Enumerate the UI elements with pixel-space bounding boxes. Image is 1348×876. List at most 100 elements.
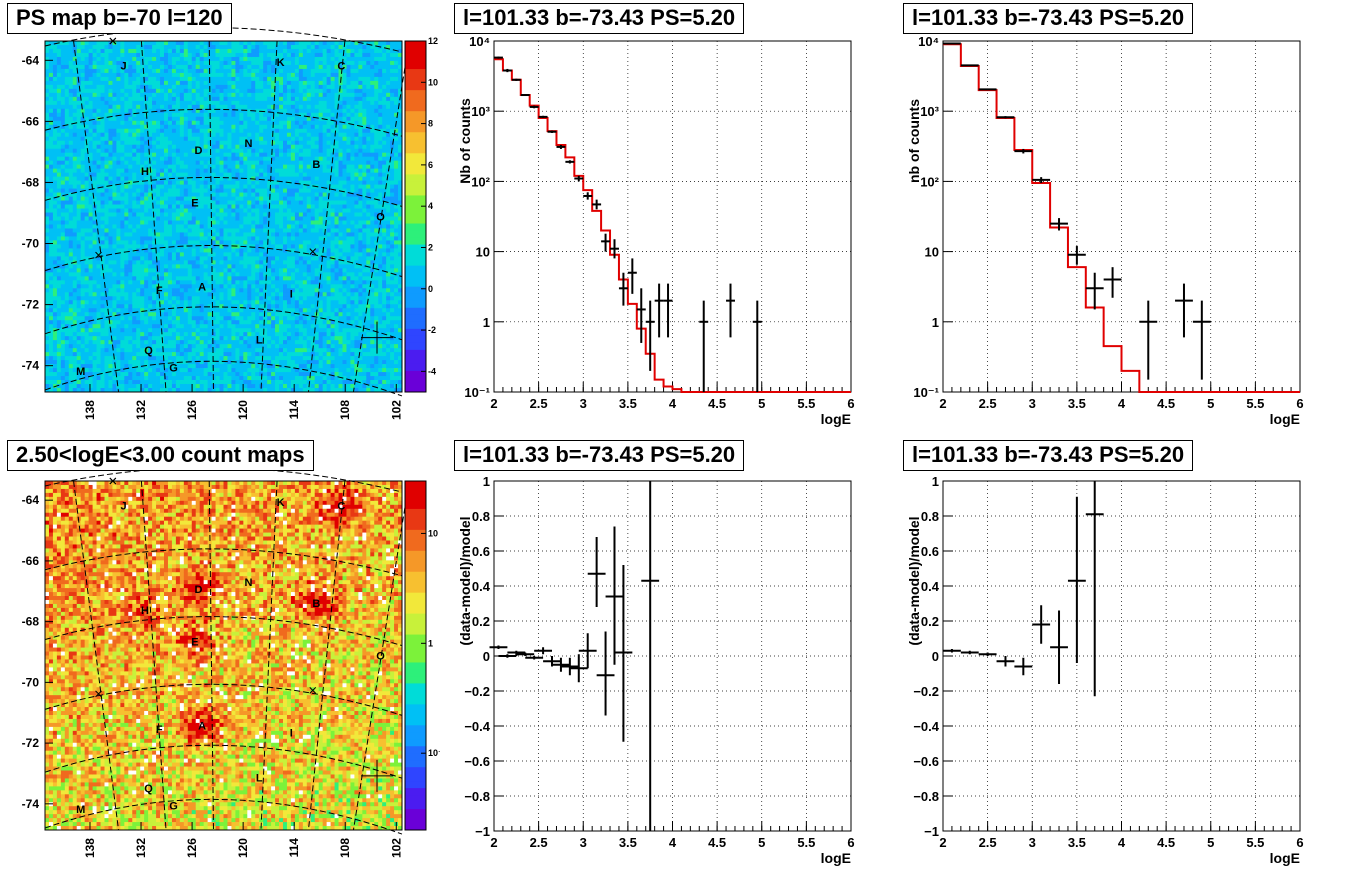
x-tick-label: 108 bbox=[338, 400, 352, 420]
source-label: H bbox=[141, 166, 149, 178]
data-point bbox=[1175, 283, 1193, 338]
data-point bbox=[1139, 300, 1158, 380]
colorbar-tick-label: 0 bbox=[428, 284, 433, 294]
colorbar-frame bbox=[404, 480, 427, 831]
residual-chart-bottom-middle: 2 2.5 3 3.5 4 4.5 5 5.5 6 −1 −0.8 −0.6 −0.4 −0.2 0 0.2 0… bbox=[457, 474, 855, 866]
data-point bbox=[489, 645, 508, 649]
y-tick-label: -64 bbox=[22, 493, 40, 507]
x-tick-label: 6 bbox=[847, 396, 854, 411]
x-tick-label: 132 bbox=[134, 400, 148, 420]
colorbar-tick-label: -2 bbox=[428, 325, 436, 335]
x-tick-label: 3.5 bbox=[619, 835, 637, 850]
count-map-canvas: J K C D N H B E O A F I L Q G M -64 -66 -68 -70 -72 -74 138 132… bbox=[22, 467, 440, 858]
data-point bbox=[587, 537, 606, 607]
source-label: K bbox=[277, 497, 285, 509]
data-point bbox=[943, 649, 961, 653]
source-label: C bbox=[337, 61, 345, 73]
source-label: B bbox=[312, 159, 320, 171]
y-tick-label: 10⁻¹ bbox=[464, 385, 490, 400]
x-tick-label: 4 bbox=[669, 396, 677, 411]
cross-marker bbox=[109, 477, 117, 485]
colorbar-tick-label: -4 bbox=[428, 366, 436, 376]
x-axis-label: logE bbox=[821, 850, 851, 866]
source-label: Q bbox=[144, 783, 153, 795]
x-tick-label: 5.5 bbox=[1246, 396, 1264, 411]
spectrum-title-2: l=101.33 b=-73.43 PS=5.20 bbox=[903, 3, 1194, 34]
x-tick-label: 138 bbox=[83, 838, 97, 858]
x-tick-label: 2 bbox=[490, 835, 497, 850]
y-tick-label: −0.4 bbox=[464, 719, 490, 734]
data-point bbox=[1032, 177, 1051, 183]
y-tick-label: -74 bbox=[22, 797, 40, 811]
data-point bbox=[641, 481, 660, 831]
data-point bbox=[1050, 218, 1068, 231]
y-axis-label: nb of counts bbox=[906, 99, 922, 183]
x-tick-label: 2 bbox=[939, 835, 946, 850]
x-tick-label: 5.5 bbox=[797, 396, 815, 411]
y-tick-label: 0.6 bbox=[921, 544, 939, 559]
data-point bbox=[520, 94, 530, 97]
y-tick-label: 1 bbox=[483, 315, 490, 330]
x-tick-label: 102 bbox=[389, 400, 403, 420]
source-label: I bbox=[290, 727, 293, 739]
heatmap-pixels bbox=[45, 481, 403, 831]
x-tick-label: 4.5 bbox=[1157, 396, 1175, 411]
y-tick-label: 0.2 bbox=[472, 614, 490, 629]
colorbar-tick-label: 12 bbox=[428, 36, 438, 46]
residual-title-1: l=101.33 b=-73.43 PS=5.20 bbox=[454, 440, 745, 471]
x-tick-label: 114 bbox=[287, 838, 301, 858]
data-point bbox=[525, 656, 544, 660]
data-point bbox=[1067, 496, 1086, 663]
x-tick-label: 2.5 bbox=[530, 396, 548, 411]
data-point bbox=[654, 283, 664, 338]
y-tick-label: −1 bbox=[924, 824, 939, 839]
x-tick-label: 2.5 bbox=[979, 396, 997, 411]
cross-marker bbox=[309, 687, 317, 694]
source-label: D bbox=[195, 584, 203, 596]
data-point bbox=[556, 145, 566, 149]
x-tick-label: 3.5 bbox=[619, 396, 637, 411]
x-tick-label: 108 bbox=[338, 838, 352, 858]
source-label: D bbox=[195, 145, 203, 157]
ps-map-canvas: J K C D N H B E O A F I L Q G M -64 -66 -68 -70 -72 -74 138 132… bbox=[22, 27, 438, 420]
source-label: G bbox=[169, 362, 178, 374]
x-tick-label: 3.5 bbox=[1068, 396, 1086, 411]
source-label: F bbox=[156, 285, 163, 297]
y-tick-label: 1 bbox=[483, 474, 490, 489]
y-tick-label: -68 bbox=[22, 615, 40, 629]
source-label: E bbox=[191, 637, 198, 649]
y-tick-label: 0.4 bbox=[921, 579, 940, 594]
x-tick-label: 126 bbox=[185, 838, 199, 858]
y-tick-label: −0.2 bbox=[464, 684, 490, 699]
y-tick-label: 10⁻¹ bbox=[913, 385, 939, 400]
data-point bbox=[502, 68, 512, 73]
x-tick-label: 120 bbox=[236, 838, 250, 858]
data-point bbox=[578, 633, 597, 669]
y-tick-label: 0.6 bbox=[472, 544, 490, 559]
source-label: O bbox=[376, 212, 385, 224]
x-tick-label: 5 bbox=[758, 396, 765, 411]
x-tick-label: 2.5 bbox=[530, 835, 548, 850]
x-tick-label: 5 bbox=[1207, 835, 1214, 850]
x-tick-label: 4.5 bbox=[708, 835, 726, 850]
source-label: J bbox=[120, 500, 126, 512]
source-label: A bbox=[198, 282, 206, 294]
data-point bbox=[960, 64, 979, 67]
data-point bbox=[534, 647, 553, 655]
source-label: M bbox=[76, 366, 85, 378]
spectrum-chart-top-right: 2 2.5 3 3.5 4 4.5 5 5.5 6 10⁻¹ 1 10 10² 10³ 10⁴ logE nb … bbox=[906, 34, 1304, 427]
data-point bbox=[552, 657, 570, 672]
y-tick-label: -66 bbox=[22, 114, 40, 128]
y-tick-label: −0.8 bbox=[913, 789, 939, 804]
y-tick-label: 0.4 bbox=[472, 579, 491, 594]
data-point bbox=[498, 654, 517, 658]
grid bbox=[942, 480, 1301, 832]
x-tick-label: 3 bbox=[580, 835, 587, 850]
data-point bbox=[960, 650, 979, 655]
y-tick-label: -74 bbox=[22, 359, 40, 373]
data-point bbox=[699, 300, 709, 392]
source-position-cross bbox=[361, 321, 394, 354]
data-point bbox=[547, 130, 557, 133]
x-tick-label: 5.5 bbox=[797, 835, 815, 850]
colorbar-frame bbox=[404, 40, 427, 393]
